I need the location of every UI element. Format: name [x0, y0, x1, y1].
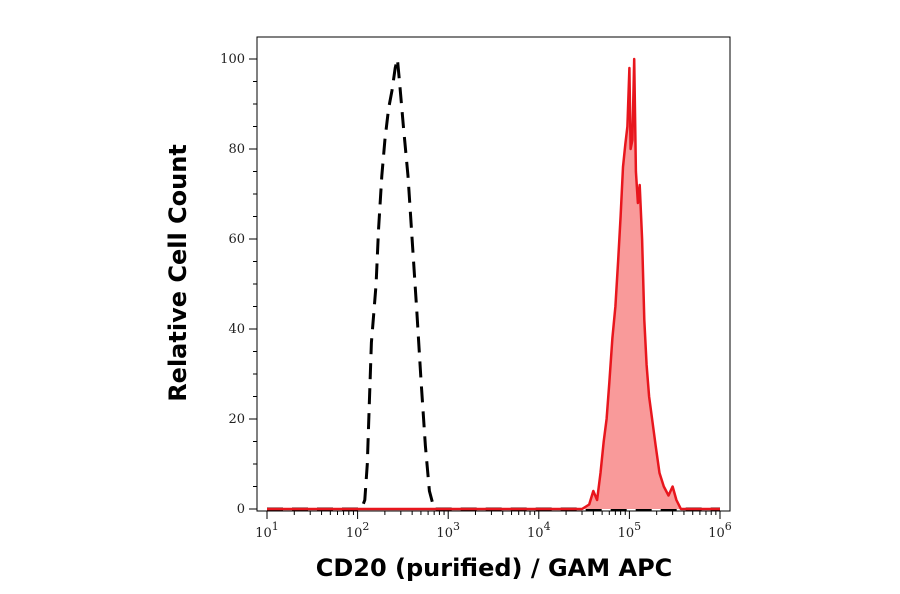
plot-area — [267, 57, 720, 511]
x-tick-label: 103 — [436, 520, 460, 541]
histogram-line-0 — [267, 57, 720, 511]
y-tick-label: 40 — [228, 322, 245, 337]
x-tick-label: 101 — [255, 520, 279, 541]
y-tick-label: 100 — [220, 52, 245, 67]
x-axis-title: CD20 (purified) / GAM APC — [316, 554, 673, 582]
histogram-fill-1 — [267, 59, 720, 509]
x-tick-label: 104 — [527, 520, 551, 541]
x-tick-label: 106 — [708, 520, 732, 541]
histogram-line-1 — [267, 57, 720, 511]
plot-frame — [256, 36, 731, 512]
x-tick-label: 105 — [618, 520, 642, 541]
axes: 0 20 40 60 80 100 101 102 103 104 105 106 — [220, 52, 732, 541]
y-axis-title: Relative Cell Count — [164, 144, 192, 402]
y-tick-label: 80 — [228, 142, 245, 157]
y-tick-label: 60 — [228, 232, 245, 247]
y-tick-label: 0 — [237, 502, 245, 517]
y-tick-label: 20 — [228, 412, 245, 427]
x-tick-label: 102 — [346, 520, 370, 541]
